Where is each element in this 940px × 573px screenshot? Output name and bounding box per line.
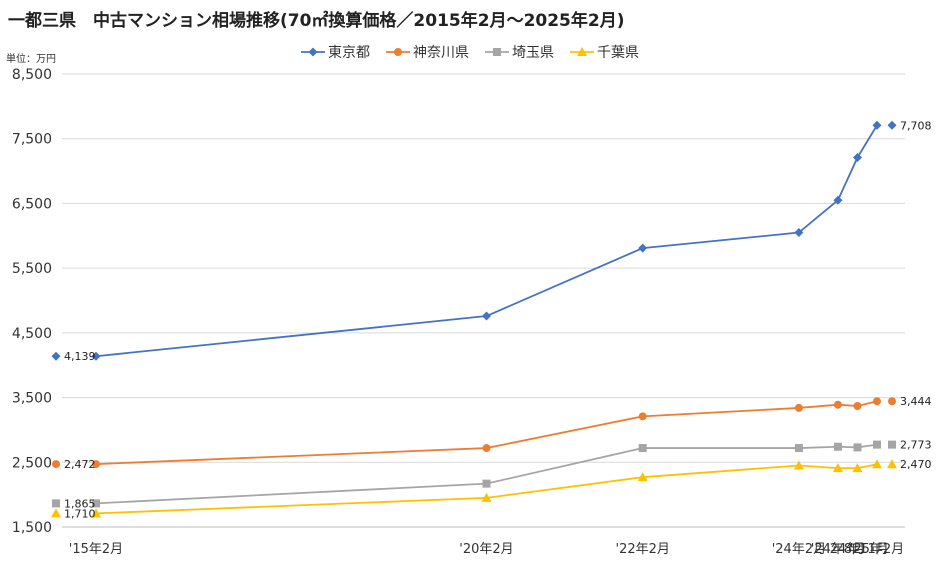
legend-item: 千葉県 bbox=[570, 42, 639, 62]
y-axis-ticks: 1,500 2,500 3,500 4,500 5,500 6,500 7,500 8,500 bbox=[12, 67, 52, 536]
data-point bbox=[853, 443, 862, 452]
end-label-marker bbox=[888, 397, 896, 406]
data-point bbox=[91, 351, 101, 361]
y-tick-label: 8,500 bbox=[12, 67, 52, 83]
end-label-marker bbox=[887, 459, 897, 469]
unit-label: 単位：万円 bbox=[6, 54, 56, 65]
legend-item: 神奈川県 bbox=[386, 42, 469, 62]
series-markers bbox=[91, 120, 882, 518]
start-data-label: 1,865 bbox=[64, 497, 96, 510]
x-tick-label: '24年2月 bbox=[772, 542, 826, 557]
data-point bbox=[482, 444, 491, 453]
legend-label: 埼玉県 bbox=[512, 45, 554, 61]
start-data-label: 1,710 bbox=[64, 507, 96, 520]
legend-item: 埼玉県 bbox=[485, 42, 554, 62]
data-point bbox=[482, 311, 491, 321]
end-data-label: 3,444 bbox=[900, 395, 932, 408]
legend-swatch bbox=[570, 47, 594, 56]
legend-swatch bbox=[301, 47, 325, 57]
data-point bbox=[794, 228, 804, 238]
data-point bbox=[794, 403, 803, 412]
data-point bbox=[794, 444, 803, 453]
x-tick-label: '22年2月 bbox=[616, 542, 670, 557]
series-line bbox=[95, 124, 878, 358]
data-point bbox=[91, 508, 101, 518]
legend-marker bbox=[308, 47, 318, 57]
legend-marker bbox=[394, 48, 402, 56]
data-point bbox=[853, 401, 862, 410]
y-tick-label: 4,500 bbox=[12, 326, 52, 342]
data-point bbox=[832, 463, 843, 473]
gridlines bbox=[62, 73, 905, 528]
data-point bbox=[873, 440, 881, 449]
data-point bbox=[638, 243, 648, 253]
legend-label: 東京都 bbox=[328, 45, 370, 61]
data-point bbox=[852, 152, 862, 162]
data-point bbox=[872, 459, 882, 469]
data-labels: 4,139 7,708 2,472 3,444 1,865 2,773 1,710 2,470 bbox=[51, 119, 932, 520]
data-point bbox=[873, 397, 881, 406]
data-point bbox=[833, 400, 842, 409]
data-point bbox=[833, 442, 842, 451]
legend: 東京都 神奈川県 埼玉県 千葉県 bbox=[0, 42, 940, 62]
legend-label: 千葉県 bbox=[597, 45, 639, 61]
data-point bbox=[833, 195, 843, 205]
data-point bbox=[638, 444, 647, 453]
data-point bbox=[793, 460, 804, 470]
y-tick-label: 2,500 bbox=[12, 455, 52, 471]
legend-marker bbox=[577, 47, 587, 56]
end-data-label: 2,470 bbox=[900, 458, 932, 471]
x-tick-label: '15年2月 bbox=[69, 542, 123, 557]
x-tick-label: '20年2月 bbox=[459, 542, 513, 557]
legend-swatch bbox=[485, 48, 509, 56]
y-tick-label: 3,500 bbox=[12, 391, 52, 407]
x-axis-ticks: '15年2月 '20年2月 '22年2月 '24年2月'24年8月'24年11月'25… bbox=[69, 542, 904, 557]
legend-label: 神奈川県 bbox=[413, 45, 469, 61]
data-point bbox=[637, 472, 648, 482]
start-label-marker bbox=[52, 460, 60, 469]
y-tick-label: 1,500 bbox=[12, 520, 52, 536]
end-label-marker bbox=[888, 440, 896, 449]
x-tick-label: '24年8月 bbox=[811, 542, 865, 557]
data-point bbox=[872, 120, 882, 130]
legend-swatch bbox=[386, 48, 410, 56]
end-label-marker bbox=[887, 120, 897, 130]
series-line bbox=[95, 400, 878, 465]
start-label-marker bbox=[52, 499, 60, 508]
data-point bbox=[92, 499, 100, 508]
start-data-label: 4,139 bbox=[64, 350, 96, 363]
data-point bbox=[482, 479, 491, 488]
end-data-label: 7,708 bbox=[900, 119, 932, 132]
legend-item: 東京都 bbox=[301, 42, 370, 62]
end-data-label: 2,773 bbox=[900, 439, 932, 452]
y-tick-label: 5,500 bbox=[12, 261, 52, 277]
data-point bbox=[638, 412, 647, 421]
start-data-label: 2,472 bbox=[64, 458, 96, 471]
x-tick-label: '25年2月 bbox=[850, 542, 904, 557]
data-point bbox=[92, 460, 100, 469]
start-label-marker bbox=[51, 508, 61, 518]
x-tick-label: '24年11月 bbox=[826, 542, 889, 557]
data-point bbox=[852, 463, 863, 473]
y-tick-label: 6,500 bbox=[12, 196, 52, 212]
chart-title: 一都三県 中古マンション相場推移(70㎡換算価格／2015年2月～2025年2月… bbox=[8, 11, 625, 31]
data-point bbox=[481, 492, 492, 502]
start-label-marker bbox=[51, 351, 61, 361]
series-line bbox=[95, 463, 878, 515]
y-tick-label: 7,500 bbox=[12, 132, 52, 148]
legend-marker bbox=[493, 48, 501, 56]
